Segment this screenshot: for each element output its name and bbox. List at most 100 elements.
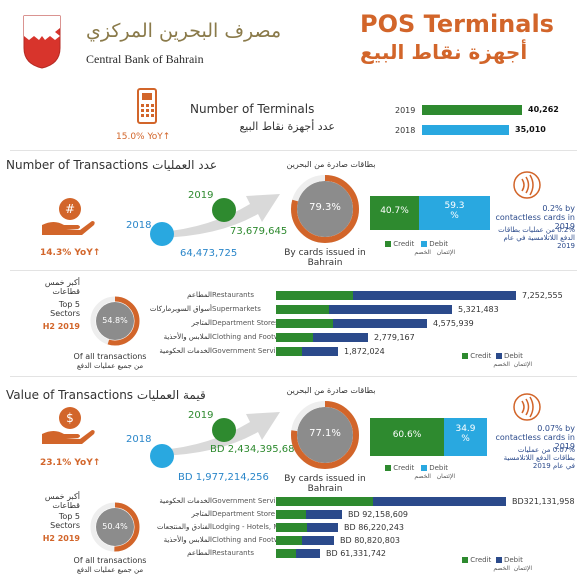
- v-sectors-legend: Credit Debit: [462, 556, 523, 564]
- tx-legend-credit-en: Credit: [470, 352, 492, 360]
- svg-text:#: #: [65, 202, 75, 216]
- v-sector-credit-bar: [276, 510, 306, 519]
- tx-sectors-en: Top 5 Sectors: [50, 300, 80, 319]
- transactions-bahrain-donut: [290, 174, 360, 244]
- tx-sector-debit-bar: [302, 347, 338, 356]
- transactions-title-ar: عدد العمليات: [152, 158, 218, 172]
- vs-legend-credit-ar: الإئتمان: [513, 565, 532, 572]
- tx-sector-value: 1,872,024: [344, 347, 385, 356]
- v-sector-label-ar: الخدمات الحكومية: [159, 497, 212, 505]
- legend-credit-ar: الإئتمان: [436, 249, 455, 256]
- transactions-contactless-en: 0.2% by contactless cards in 2019: [495, 204, 576, 232]
- svg-text:$: $: [66, 411, 74, 425]
- transactions-credit-pct: 40.7%: [380, 206, 409, 216]
- tx-sector-credit-bar: [276, 347, 302, 356]
- v-sector-value: BD 92,158,609: [348, 510, 408, 519]
- value-value-2019: BD 2,434,395,681: [210, 444, 301, 455]
- legend-credit-en: Credit: [393, 240, 415, 248]
- tx-legend-debit-ar: الخصم: [493, 361, 510, 368]
- terminals-bar-2018: [422, 125, 509, 135]
- vs-legend-debit-en: Debit: [503, 556, 523, 564]
- hand-dollar-icon: $: [40, 404, 96, 446]
- tx-sectors-pct: 54.8%: [102, 316, 128, 325]
- legend-debit-en: Debit: [429, 240, 449, 248]
- transactions-2018-dot: [150, 222, 174, 246]
- value-value-2018: BD 1,977,214,256: [178, 472, 269, 483]
- v-sector-credit-bar: [276, 549, 296, 558]
- transactions-value-2018: 64,473,725: [180, 248, 238, 259]
- transactions-legend-ar: الإئتمان الخصم: [385, 249, 455, 257]
- v-sectors-pct: 50.4%: [102, 522, 128, 531]
- value-year-2019: 2019: [188, 410, 214, 421]
- legend-debit-ar: الخصم: [414, 249, 431, 256]
- v-sectors-legend-ar: الإئتمان الخصم: [462, 565, 532, 573]
- v-legend-credit-ar: الإئتمان: [436, 473, 455, 480]
- value-title-en: Value of Transactions: [6, 388, 134, 402]
- v-legend-credit-en: Credit: [393, 464, 415, 472]
- bank-name-arabic: مصرف البحرين المركزي: [86, 20, 282, 42]
- transactions-credit-bar: [370, 196, 419, 230]
- tx-sector-label-en: Government Services: [212, 347, 288, 355]
- transactions-year-2019: 2019: [188, 190, 214, 201]
- tx-sector-value: 5,321,483: [458, 305, 499, 314]
- value-debit-pct: 34.9 %: [455, 424, 476, 444]
- v-legend-debit-en: Debit: [429, 464, 449, 472]
- value-debit-bar: [444, 418, 487, 456]
- tx-legend-debit-en: Debit: [503, 352, 523, 360]
- v-sector-label-ar: المتاجر: [191, 510, 212, 518]
- transactions-bahrain-pct: 79.3%: [309, 202, 341, 213]
- transactions-value-2019: 73,679,645: [230, 226, 288, 237]
- tx-sector-label-ar: أسواق السوبرماركات: [149, 305, 212, 313]
- v-sector-debit-bar: [373, 497, 506, 506]
- tx-sector-debit-bar: [353, 291, 516, 300]
- tx-sector-credit-bar: [276, 319, 333, 328]
- v-sector-value: BD321,131,958: [512, 497, 575, 506]
- transactions-2019-dot: [212, 198, 236, 222]
- terminals-bar-2019: [422, 105, 522, 115]
- tx-sector-credit-bar: [276, 333, 313, 342]
- value-2018-dot: [150, 444, 174, 468]
- tx-sector-debit-bar: [313, 333, 368, 342]
- value-cards-arabic: بطاقات صادرة من البحرين: [286, 386, 376, 395]
- tx-sector-label-en: Supermarkets: [212, 305, 261, 313]
- tx-sector-label-en: Department Stores: [212, 319, 279, 327]
- v-sectors-period: H2 2019: [42, 534, 80, 543]
- v-sector-credit-bar: [276, 536, 302, 545]
- tx-sectors-period: H2 2019: [42, 322, 80, 331]
- growth-arrow-icon: [150, 180, 290, 240]
- v-sectors-note-ar: من جميع عمليات الدفع: [76, 566, 144, 574]
- value-legend-ar: الإئتمان الخصم: [385, 473, 455, 481]
- value-bahrain-donut: [290, 400, 360, 470]
- v-sector-label-en: Department Store: [212, 510, 276, 518]
- tx-sector-value: 7,252,555: [522, 291, 563, 300]
- tx-sectors-note-en: Of all transactions: [73, 352, 147, 361]
- v-sectors-en: Top 5 Sectors: [50, 512, 80, 531]
- value-contactless-ar: 0.07% من عمليات بطاقات الدفع اللاتلامسية…: [503, 446, 575, 471]
- value-bahrain-pct: 77.1%: [309, 428, 341, 439]
- value-credit-bar: [370, 418, 444, 456]
- value-contactless-icon: [512, 392, 542, 422]
- transactions-title: Number of Transactions عدد العمليات: [6, 158, 217, 172]
- terminals-label-arabic: عدد أجهزة نقاط البيع: [239, 120, 335, 133]
- v-sector-debit-bar: [306, 510, 342, 519]
- pos-terminal-icon: [133, 88, 161, 126]
- transactions-debit-pct: 59.3 %: [444, 201, 465, 221]
- value-title: Value of Transactions قيمة العمليات: [6, 388, 206, 402]
- v-sector-label-ar: الملابس والأحذية: [163, 536, 212, 544]
- value-legend: Credit Debit: [385, 464, 448, 472]
- v-sector-credit-bar: [276, 497, 373, 506]
- value-growth-arrow-icon: [150, 398, 290, 458]
- bank-name-english: Central Bank of Bahrain: [86, 52, 204, 66]
- tx-sectors-legend: Credit Debit: [462, 352, 523, 360]
- tx-legend-credit-ar: الإئتمان: [513, 361, 532, 368]
- v-sectors-note-en: Of all transactions: [73, 556, 147, 565]
- v-sectors-ar: أكبر خمس قطاعات: [44, 492, 80, 511]
- terminals-label: Number of Terminals: [190, 102, 315, 116]
- v-sector-debit-bar: [302, 536, 334, 545]
- v-sector-label-en: Lodging - Hotels, Motels, Resorts: [212, 523, 327, 531]
- value-credit-pct: 60.6%: [392, 430, 422, 440]
- terminals-year-2018: 2018: [395, 126, 416, 135]
- tx-sector-value: 2,779,167: [374, 333, 415, 342]
- v-sector-debit-bar: [296, 549, 320, 558]
- transactions-yoy: 14.3% YoY↑: [40, 248, 101, 258]
